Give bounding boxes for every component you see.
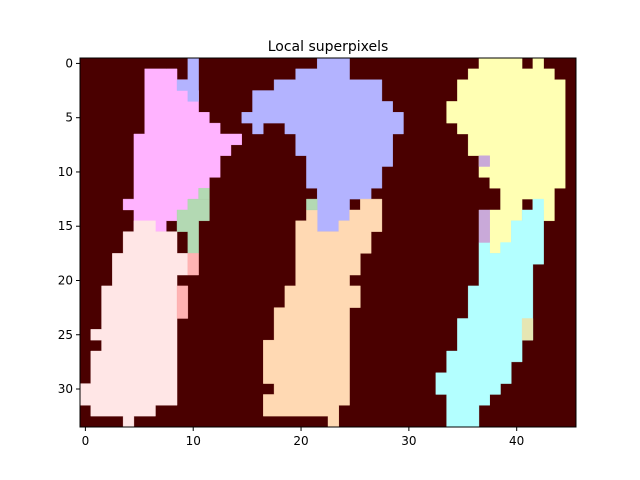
x-tick-label: 20 — [293, 434, 308, 448]
superpixel-region-12 — [478, 155, 490, 167]
y-tick-label: 5 — [65, 111, 73, 125]
y-tick-label: 10 — [58, 165, 73, 179]
axes-frame — [79, 57, 577, 428]
x-tick-label: 40 — [509, 434, 524, 448]
superpixel-region-11 — [176, 285, 189, 319]
superpixel-region-0 — [122, 68, 242, 232]
superpixel-region-9 — [306, 198, 318, 211]
chart-title: Local superpixels — [268, 39, 389, 55]
y-tick-label: 0 — [65, 56, 73, 70]
superpixel-region-13 — [478, 209, 490, 243]
y-tick-label: 25 — [58, 328, 73, 342]
superpixel-region-5 — [263, 198, 383, 428]
superpixel-region-10 — [187, 253, 199, 276]
x-tick-label: 0 — [82, 434, 90, 448]
superpixel-region-14 — [521, 318, 534, 341]
superpixel-region-2 — [241, 57, 404, 232]
x-axis: 0 10 20 30 40 — [82, 427, 524, 448]
superpixel-region-1 — [176, 57, 199, 102]
y-tick-label: 30 — [58, 382, 73, 396]
y-tick-label: 15 — [58, 219, 73, 233]
x-tick-label: 30 — [401, 434, 416, 448]
x-tick-label: 10 — [186, 434, 201, 448]
plot-area — [79, 57, 577, 428]
superpixel-region-6 — [435, 198, 544, 428]
superpixel-region-7 — [198, 188, 210, 200]
y-tick-label: 20 — [58, 273, 73, 287]
superpixel-region-8 — [176, 198, 210, 254]
y-axis: 0 5 10 15 20 25 30 — [58, 56, 80, 396]
